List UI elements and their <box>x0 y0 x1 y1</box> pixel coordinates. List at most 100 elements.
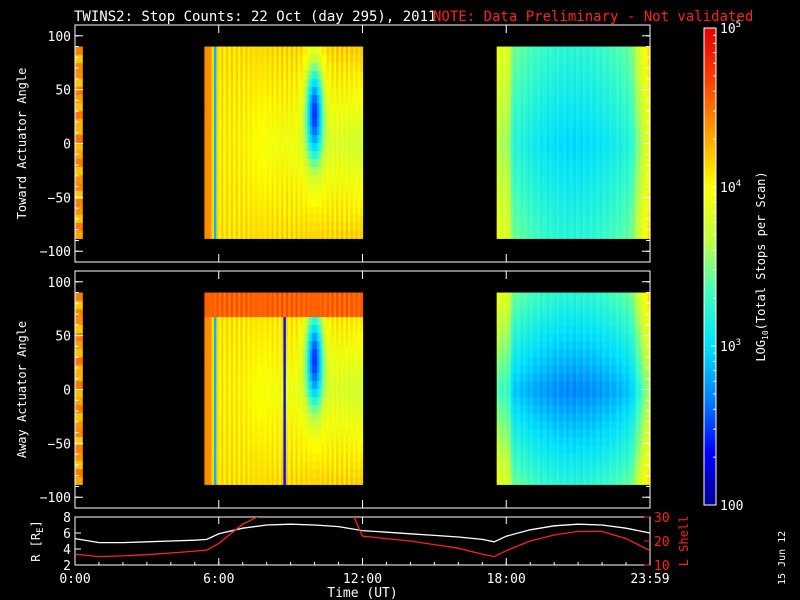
heatmap-cell <box>597 142 601 152</box>
heatmap-cell <box>79 102 83 112</box>
heatmap-cell <box>319 190 323 199</box>
heatmap-cell <box>305 142 308 152</box>
heatmap-cell <box>309 428 313 437</box>
heatmap-cell <box>570 142 574 152</box>
heatmap-cell <box>233 292 237 302</box>
heatmap-cell <box>324 444 328 453</box>
heatmap-cell <box>290 126 294 136</box>
heatmap-cell <box>276 182 280 191</box>
heatmap-cell <box>305 110 308 120</box>
heatmap-cell <box>563 118 567 128</box>
heatmap-cell <box>642 230 646 239</box>
heatmap-cell <box>221 388 225 398</box>
heatmap-cell <box>288 182 292 191</box>
heatmap-cell <box>206 158 210 167</box>
heatmap-cell <box>336 158 340 167</box>
heatmap-cell <box>271 316 275 326</box>
heatmap-cell <box>345 316 349 326</box>
heatmap-cell <box>360 324 364 334</box>
heatmap-cell <box>568 102 572 112</box>
heatmap-cell <box>345 222 349 231</box>
heatmap-cell <box>77 420 81 429</box>
heatmap-cell <box>551 94 555 104</box>
heatmap-cell <box>336 86 340 96</box>
heatmap-cell <box>230 420 234 429</box>
heatmap-cell <box>575 214 579 223</box>
heatmap-cell <box>556 46 560 56</box>
heatmap-cell <box>525 158 529 167</box>
heatmap-cell <box>213 300 217 310</box>
heatmap-cell <box>293 70 297 80</box>
heatmap-cell <box>204 230 208 239</box>
heatmap-cell <box>561 118 565 128</box>
heatmap-cell <box>309 150 313 159</box>
heatmap-cell <box>340 46 344 56</box>
heatmap-cell <box>549 158 553 167</box>
heatmap-cell <box>257 46 261 56</box>
heatmap-cell <box>343 364 347 374</box>
heatmap-cell <box>266 404 270 413</box>
heatmap-cell <box>305 150 308 159</box>
heatmap-cell <box>554 94 558 104</box>
heatmap-cell <box>515 62 519 72</box>
heatmap-cell <box>293 300 297 310</box>
heatmap-cell <box>309 190 313 199</box>
heatmap-cell <box>628 174 632 183</box>
heatmap-cell <box>626 190 630 199</box>
heatmap-cell <box>618 126 622 136</box>
heatmap-cell <box>228 452 232 461</box>
heatmap-cell <box>515 214 519 223</box>
heatmap-cell <box>348 444 352 453</box>
heatmap-cell <box>582 206 586 215</box>
heatmap-cell <box>621 102 625 112</box>
heatmap-cell <box>326 316 330 326</box>
heatmap-cell <box>316 460 320 469</box>
heatmap-cell <box>597 166 601 175</box>
heatmap-cell <box>233 110 237 120</box>
heatmap-cell <box>618 46 622 56</box>
heatmap-cell <box>628 134 632 144</box>
heatmap-cell <box>340 436 344 445</box>
heatmap-cell <box>300 94 304 104</box>
heatmap-cell <box>618 150 622 159</box>
heatmap-cell <box>254 444 258 453</box>
heatmap-cell <box>297 372 301 382</box>
heatmap-cell <box>580 174 584 183</box>
heatmap-cell <box>307 182 311 191</box>
heatmap-cell <box>348 142 352 152</box>
heatmap-cell <box>271 300 275 310</box>
heatmap-cell <box>233 142 237 152</box>
heatmap-cell <box>558 206 562 215</box>
heatmap-cell <box>611 134 615 144</box>
heatmap-cell <box>345 468 349 477</box>
heatmap-cell <box>278 476 282 485</box>
heatmap-cell <box>350 78 354 88</box>
heatmap-cell <box>578 94 582 104</box>
heatmap-cell <box>331 316 335 326</box>
heatmap-cell <box>630 158 634 167</box>
heatmap-cell <box>276 476 280 485</box>
heatmap-cell <box>645 94 649 104</box>
heatmap-cell <box>508 54 512 64</box>
heatmap-cell <box>523 78 527 88</box>
heatmap-cell <box>640 190 644 199</box>
heatmap-cell <box>508 86 512 96</box>
heatmap-cell <box>499 292 503 302</box>
heatmap-cell <box>635 94 639 104</box>
heatmap-cell <box>599 230 603 239</box>
heatmap-cell <box>242 54 246 64</box>
heatmap-cell <box>276 380 280 390</box>
heatmap-cell <box>350 166 354 175</box>
heatmap-cell <box>501 54 505 64</box>
heatmap-cell <box>590 158 594 167</box>
heatmap-cell <box>213 316 217 326</box>
heatmap-cell <box>319 94 323 104</box>
heatmap-cell <box>307 54 311 64</box>
heatmap-cell <box>257 86 261 96</box>
heatmap-cell <box>264 126 268 136</box>
heatmap-cell <box>213 348 217 358</box>
heatmap-cell <box>290 452 294 461</box>
heatmap-cell <box>628 182 632 191</box>
heatmap-cell <box>264 86 268 96</box>
heatmap-cell <box>225 420 229 429</box>
